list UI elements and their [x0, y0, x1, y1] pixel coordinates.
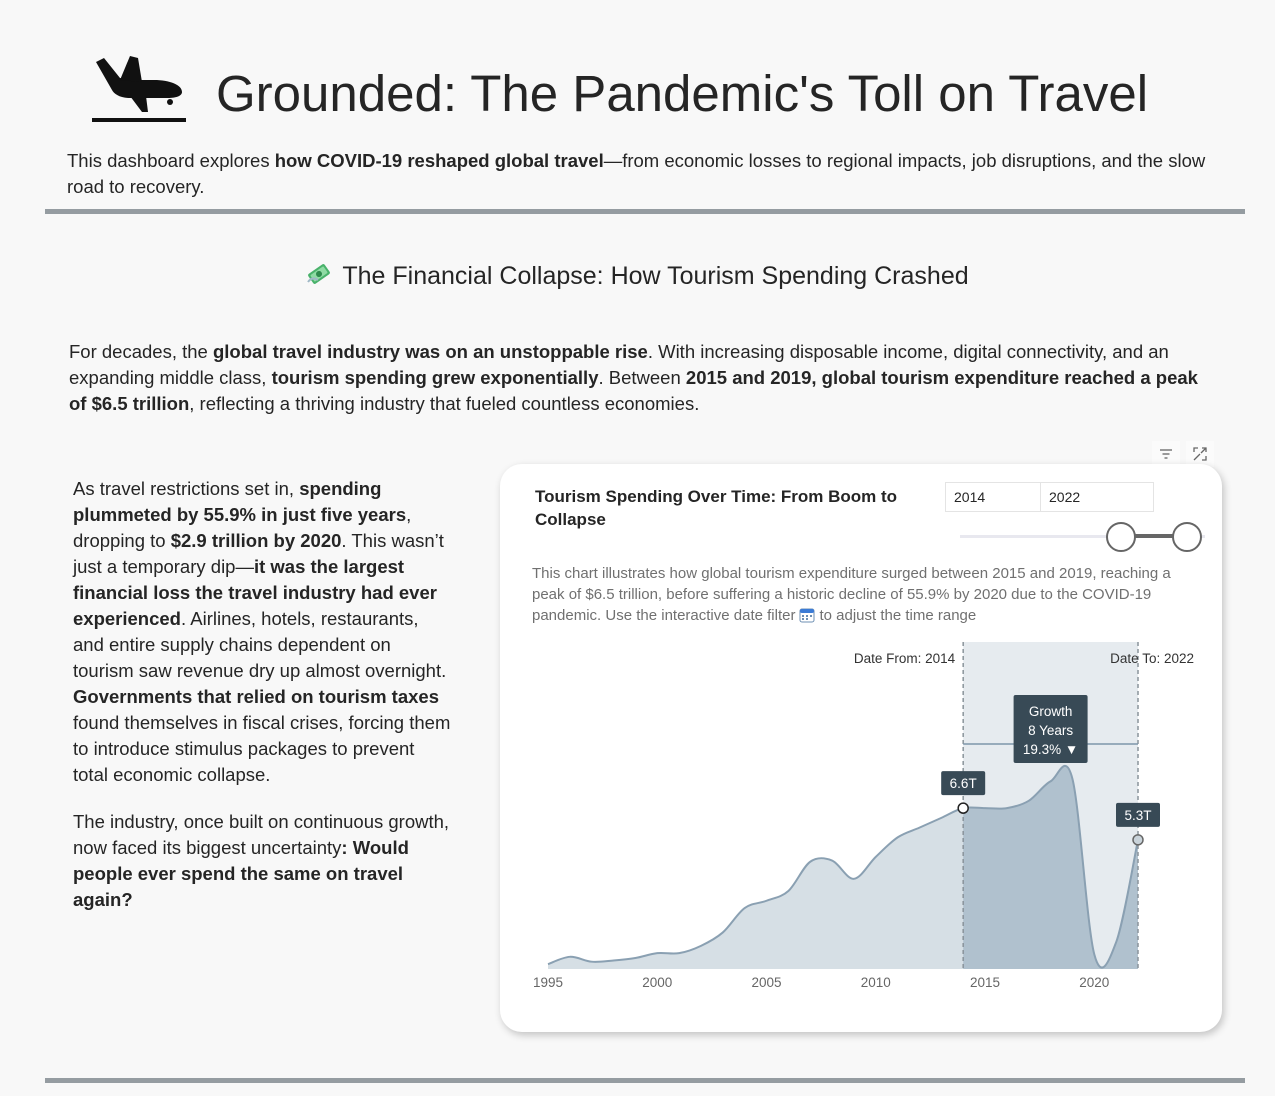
context-text-4: , reflecting a thriving industry that fu… — [189, 393, 700, 414]
side-emphasis-1: spending plummeted by 55.9% in just five… — [73, 478, 407, 525]
divider-bottom — [45, 1078, 1245, 1083]
filter-icon — [1160, 449, 1172, 459]
filter-button[interactable] — [1152, 441, 1180, 467]
end-value-label: 5.3T — [1124, 808, 1151, 823]
side-emphasis-5: : — [341, 837, 348, 858]
context-emphasis-1: global travel industry was on an unstopp… — [212, 341, 648, 362]
slider-handle-from[interactable] — [1106, 522, 1136, 552]
side-emphasis-6: Would people ever spend the same on trav… — [73, 837, 409, 910]
x-tick-label: 2020 — [1079, 975, 1109, 990]
plane-landing-icon — [92, 56, 186, 122]
page-title: Grounded: The Pandemic's Toll on Travel — [216, 65, 1149, 122]
growth-tooltip-line: 19.3% ▼ — [1023, 742, 1078, 757]
side-text-6: The industry, once built on continuous g… — [73, 811, 450, 858]
side-text-1: As travel restrictions set in, — [73, 478, 300, 499]
date-from-label: Date From: 2014 — [854, 651, 956, 666]
end-point — [1132, 834, 1144, 846]
intro-text-end: —from economic losses to regional impact… — [67, 150, 1206, 197]
chart-description-end: to adjust the time range — [819, 607, 977, 624]
tourism-spending-area-chart: Date From: 2014 Date To: 2022 1995 2000 2005… — [533, 642, 1194, 990]
side-text-5: found themselves in fiscal crises, forci… — [73, 712, 451, 785]
calendar-icon — [799, 608, 815, 623]
side-narrative: As travel restrictions set in, spending … — [73, 476, 453, 934]
section-title-text: The Financial Collapse: How Tourism Spen… — [342, 262, 969, 290]
date-to-input[interactable] — [1040, 482, 1154, 512]
date-range-slider[interactable] — [960, 520, 1205, 554]
end-value-label-bg — [1116, 802, 1160, 827]
date-to-label: Date To: 2022 — [1110, 651, 1194, 666]
divider-top — [45, 209, 1245, 214]
growth-tooltip-line: 8 Years — [1028, 723, 1073, 738]
section-title: The Financial Collapse: How Tourism Spen… — [0, 262, 1275, 291]
chart-title: Tourism Spending Over Time: From Boom to… — [535, 487, 898, 529]
start-value-label-bg — [941, 771, 986, 796]
growth-tooltip-line: Growth — [1029, 704, 1073, 719]
x-tick-label: 2005 — [751, 975, 781, 990]
context-paragraph: For decades, the global travel industry … — [69, 339, 1219, 417]
x-tick-label: 2010 — [861, 975, 891, 990]
side-paragraph-2: The industry, once built on continuous g… — [73, 809, 453, 913]
slider-handle-to[interactable] — [1172, 522, 1202, 552]
chart-description-text: This chart illustrates how global touris… — [532, 565, 1171, 624]
context-emphasis-3: 2015 and 2019, global tourism expenditur… — [69, 367, 1198, 414]
start-point — [957, 802, 969, 814]
x-tick-label: 2000 — [642, 975, 672, 990]
start-value-label: 6.6T — [950, 776, 977, 791]
money-with-wings-icon — [307, 264, 331, 284]
side-text-4: . Airlines, hotels, restaurants, and ent… — [73, 608, 447, 681]
side-emphasis-4: Governments that relied on tourism taxes — [73, 686, 439, 707]
area-fill-selected — [963, 765, 1138, 969]
visual-header-tools — [1152, 441, 1214, 467]
intro-text-emphasis: how COVID-19 reshaped global travel — [274, 150, 604, 171]
x-tick-label: 2015 — [970, 975, 1000, 990]
context-text-2: . With increasing disposable income, dig… — [69, 341, 1169, 388]
focus-mode-button[interactable] — [1186, 441, 1214, 467]
slider-track[interactable] — [960, 535, 1205, 538]
series-line — [547, 764, 1139, 969]
side-text-3: . This wasn’t just a temporary dip— — [73, 530, 444, 577]
context-text-3: . Between — [598, 367, 686, 388]
intro-text: This dashboard explores how COVID-19 res… — [67, 148, 1217, 200]
context-text-1: For decades, the — [69, 341, 213, 362]
x-tick-label: 1995 — [533, 975, 563, 990]
context-emphasis-2: tourism spending grew exponentially — [271, 367, 599, 388]
intro-text-start: This dashboard explores — [67, 150, 275, 171]
side-emphasis-2: $2.9 trillion by 2020 — [170, 530, 342, 551]
growth-tooltip-bg — [1013, 695, 1088, 763]
chart-description: This chart illustrates how global touris… — [532, 563, 1207, 626]
side-paragraph-1: As travel restrictions set in, spending … — [73, 476, 453, 788]
focus-mode-icon — [1193, 447, 1207, 461]
side-emphasis-3: it was the largest financial loss the tr… — [73, 556, 437, 629]
side-text-2: , dropping to — [73, 504, 412, 551]
chart-card: Tourism Spending Over Time: From Boom to… — [500, 464, 1222, 1032]
slider-selected-range — [1122, 534, 1188, 538]
